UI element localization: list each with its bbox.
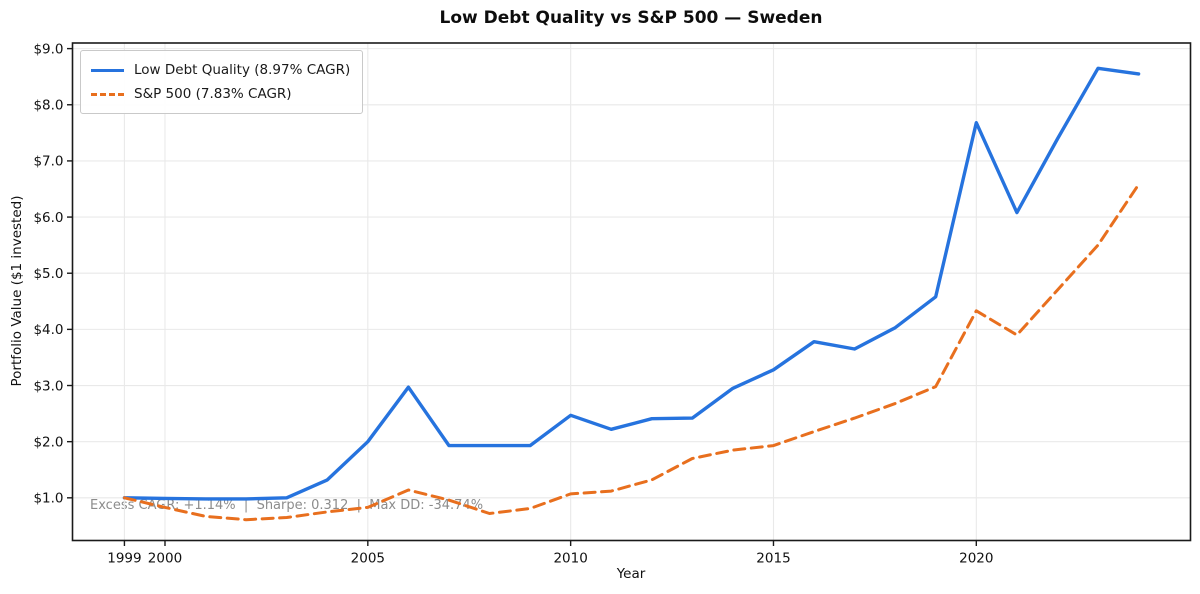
y-tick-label: $7.0	[33, 154, 63, 170]
series-line-1	[122, 183, 1141, 522]
x-axis-label: Year	[616, 566, 646, 582]
chart-title: Low Debt Quality vs S&P 500 — Sweden	[439, 8, 823, 28]
y-tick-label: $2.0	[33, 434, 63, 450]
y-tick-label: $5.0	[33, 266, 63, 282]
x-tick-label: 2010	[553, 551, 587, 567]
x-tick-label: 2020	[959, 551, 993, 567]
y-tick-label: $9.0	[33, 41, 63, 57]
x-tick-label: 2005	[351, 551, 385, 567]
legend-item-sp500: S&P 500 (7.83% CAGR)	[91, 82, 350, 106]
legend: Low Debt Quality (8.97% CAGR) S&P 500 (7…	[80, 50, 364, 114]
y-tick-label: $1.0	[33, 491, 63, 507]
legend-label: Low Debt Quality (8.97% CAGR)	[134, 62, 351, 78]
axes-box	[71, 42, 1192, 542]
stats-annotation: Excess CAGR: +1.14% | Sharpe: 0.312 | Ma…	[90, 498, 484, 513]
dashed-line-swatch-icon	[91, 92, 124, 96]
legend-item-low-debt-quality: Low Debt Quality (8.97% CAGR)	[91, 58, 350, 82]
y-tick-label: $4.0	[33, 322, 63, 338]
legend-label: S&P 500 (7.83% CAGR)	[134, 86, 292, 102]
x-tick-label: 2000	[148, 551, 182, 567]
y-tick-label: $8.0	[33, 98, 63, 114]
y-tick-label: $3.0	[33, 378, 63, 394]
y-axis-label: Portfolio Value ($1 invested)	[9, 195, 25, 387]
x-tick-label: 1999	[107, 551, 141, 567]
y-tick-label: $6.0	[33, 210, 63, 226]
x-tick-label: 2015	[756, 551, 790, 567]
series-line-0	[122, 66, 1141, 501]
solid-line-swatch-icon	[91, 68, 124, 72]
